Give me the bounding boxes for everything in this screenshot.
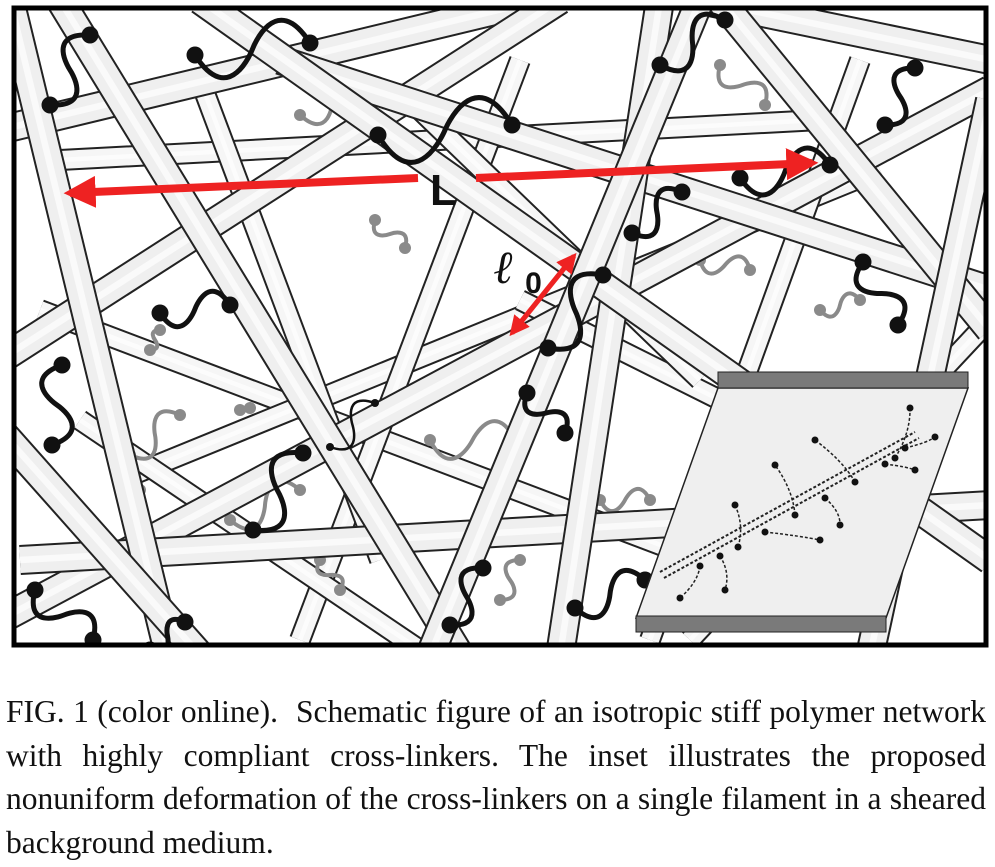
figure-frame [11, 5, 989, 648]
inset-single-filament [659, 404, 939, 602]
loose-crosslinker [326, 399, 379, 451]
figure-illustration: L ℓ 0 [11, 5, 989, 648]
back-crosslinker [144, 324, 166, 356]
front-filament [14, 76, 986, 630]
inset-filament-line [663, 437, 920, 579]
inset-crosslinker [821, 494, 844, 529]
front-crosslinker [151, 288, 239, 330]
inset-crosslinker [891, 404, 914, 462]
front-crosslinker [369, 95, 521, 165]
inset-filament-line [659, 431, 916, 573]
caption-text: Schematic figure of an isotropic stiff p… [6, 694, 987, 860]
front-crosslinkers [26, 11, 924, 645]
inset-crosslinker [811, 436, 859, 486]
front-filament [14, 8, 182, 645]
back-crosslinker [369, 214, 411, 254]
label-l0-subscript: 0 [525, 267, 542, 300]
inset-crosslinker [716, 552, 729, 594]
inset-crosslinker [901, 433, 939, 452]
back-crosslinker [714, 59, 771, 111]
front-crosslinker [518, 384, 574, 442]
front-filament [14, 423, 212, 645]
front-crosslinker [441, 559, 492, 634]
front-crosslinker [39, 356, 75, 454]
front-crosslinker [623, 183, 691, 242]
front-crosslinker [41, 26, 99, 114]
back-crosslinker [234, 402, 256, 416]
caption-tag: FIG. 1 (color online). [6, 694, 278, 729]
length-l0-arrow [509, 252, 577, 337]
label-l0: ℓ [494, 242, 514, 293]
inset-crosslinker [731, 501, 742, 551]
front-crosslinker [651, 11, 734, 74]
front-crosslinker [853, 253, 908, 334]
front-crosslinker [244, 444, 312, 539]
inset-sheared-medium [634, 371, 970, 633]
front-crosslinker [876, 59, 924, 134]
inset-crosslinker [676, 562, 704, 602]
inset-crosslinker [771, 461, 799, 519]
front-crosslinker [186, 17, 319, 81]
inset-crosslinker [881, 460, 919, 474]
back-crosslinker [494, 554, 526, 606]
inset-crosslinker [761, 528, 824, 544]
label-L: L [430, 166, 457, 215]
back-crosslinker [814, 291, 866, 319]
front-crosslinker [26, 581, 102, 645]
front-filament [47, 8, 472, 645]
inset-bottom-plate [635, 615, 887, 633]
inset-top-plate [717, 371, 969, 389]
length-L-arrow [63, 148, 819, 208]
svg-text:ℓ 0: ℓ 0 [494, 242, 542, 300]
figure-caption: FIG. 1 (color online). Schematic figure o… [6, 690, 986, 864]
